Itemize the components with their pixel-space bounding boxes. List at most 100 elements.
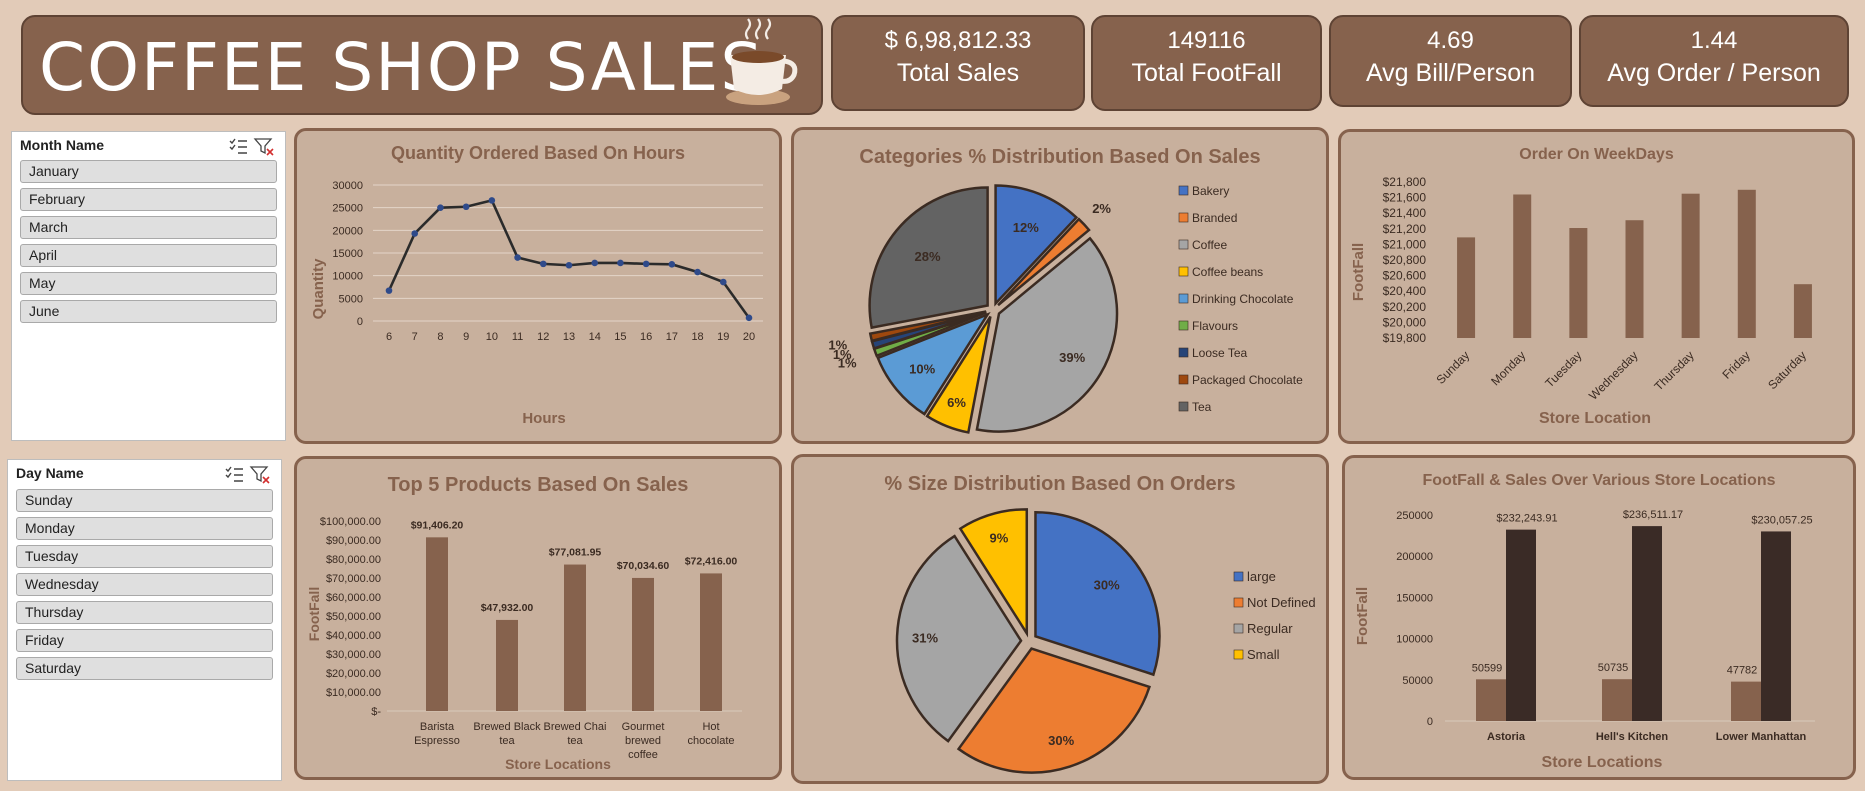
slicer-item-april[interactable]: April	[20, 244, 277, 267]
y-tick-label: 20000	[332, 225, 363, 237]
x-tick-label: Lower Manhattan	[1716, 731, 1807, 743]
bar	[1761, 531, 1791, 721]
slicer-item-friday[interactable]: Friday	[16, 629, 273, 652]
bar-data-label: $77,081.95	[549, 547, 602, 559]
legend-label: large	[1247, 569, 1276, 584]
y-tick-label: $50,000.00	[326, 611, 381, 623]
legend-label: Drinking Chocolate	[1192, 292, 1294, 306]
legend-swatch	[1178, 266, 1189, 277]
legend-swatch	[1233, 649, 1244, 660]
pie-slice	[895, 534, 1023, 743]
kpi-label: Total FootFall	[1131, 59, 1282, 87]
multi-select-icon[interactable]	[225, 466, 243, 482]
slicer-item-march[interactable]: March	[20, 216, 277, 239]
pie-slice	[1034, 511, 1161, 677]
y-tick-label: $80,000.00	[326, 554, 381, 566]
pie-slice	[956, 647, 1151, 774]
kpi-avg-bill: 4.69 Avg Bill/Person	[1329, 15, 1572, 107]
data-point	[591, 259, 599, 267]
slicer-item-january[interactable]: January	[20, 160, 277, 183]
slicer-item-tuesday[interactable]: Tuesday	[16, 545, 273, 568]
y-tick-label: $20,800	[1383, 253, 1427, 267]
bar	[1632, 526, 1662, 721]
y-axis-label: FootFall	[1350, 243, 1367, 301]
chart-title: Quantity Ordered Based On Hours	[391, 143, 685, 163]
x-axis-label: Store Locations	[1542, 754, 1663, 771]
clear-filter-icon[interactable]	[253, 138, 274, 156]
slicer-item-thursday[interactable]: Thursday	[16, 601, 273, 624]
x-tick-label: Astoria	[1487, 731, 1526, 743]
x-tick-label: Hot	[702, 721, 719, 733]
y-tick-label: $30,000.00	[326, 649, 381, 661]
slicer-item-february[interactable]: February	[20, 188, 277, 211]
pie-chart-size: % Size Distribution Based On Orders 30% 30…	[884, 473, 1316, 774]
x-tick-label: 7	[412, 331, 418, 343]
y-tick-label: $20,000.00	[326, 668, 381, 680]
bar-data-label: $47,932.00	[481, 602, 534, 614]
pie-slice	[868, 310, 987, 343]
x-tick-label: 18	[691, 331, 703, 343]
legend-swatch	[1233, 623, 1244, 634]
y-tick-label: $20,200	[1383, 300, 1427, 314]
multi-select-icon[interactable]	[229, 138, 247, 154]
pie-data-label: 30%	[1048, 733, 1074, 748]
x-tick-label: Hell's Kitchen	[1596, 731, 1669, 743]
bar-chart-weekday-orders: Order On WeekDays $19,800 $20,000$20,200 $2…	[1350, 146, 1812, 427]
x-tick-label: 17	[666, 331, 678, 343]
slicer-item-saturday[interactable]: Saturday	[16, 657, 273, 680]
legend-swatch	[1178, 212, 1189, 223]
coffee-cup-icon	[726, 18, 798, 105]
legend-swatch	[1178, 239, 1189, 250]
panel-quantity-hours: Quantity Ordered Based On Hours 0 5000 1000…	[294, 128, 782, 444]
slicer-item-wednesday[interactable]: Wednesday	[16, 573, 273, 596]
panel-store-locations: FootFall & Sales Over Various Store Loca…	[1342, 455, 1856, 780]
x-tick-label: Thursday	[1651, 348, 1696, 393]
y-tick-label: 15000	[332, 248, 363, 260]
bar	[1506, 529, 1536, 721]
legend-swatch	[1178, 185, 1189, 196]
slicer-item-sunday[interactable]: Sunday	[16, 489, 273, 512]
bar-data-label: 47782	[1727, 665, 1758, 677]
bar	[700, 573, 722, 711]
slicer-item-monday[interactable]: Monday	[16, 517, 273, 540]
bar-data-label: $91,406.20	[411, 519, 464, 531]
pie-slice	[868, 186, 989, 330]
legend-label: Not Defined	[1247, 595, 1316, 610]
slicer-item-may[interactable]: May	[20, 272, 277, 295]
pie-data-label: 9%	[989, 530, 1008, 545]
bar	[1602, 679, 1632, 721]
x-tick-label: 16	[640, 331, 652, 343]
data-point	[668, 261, 676, 268]
legend-swatch	[1178, 374, 1189, 385]
bar	[1569, 228, 1588, 338]
x-tick-label: coffee	[628, 749, 658, 761]
x-axis-label: Store Locations	[505, 756, 611, 772]
kpi-total-footfall: 149116 Total FootFall	[1091, 15, 1322, 111]
pie-slice	[958, 508, 1029, 638]
slicer-title: Day Name	[16, 465, 84, 481]
y-tick-label: $20,400	[1383, 284, 1427, 298]
y-tick-label: $40,000.00	[326, 630, 381, 642]
legend-label: Loose Tea	[1192, 346, 1247, 360]
x-tick-label: Brewed Chai	[544, 721, 607, 733]
x-tick-label: brewed	[625, 735, 661, 747]
x-tick-label: tea	[567, 735, 583, 747]
line-chart-quantity-hours: Quantity Ordered Based On Hours 0 5000 1000…	[310, 143, 763, 427]
panel-size-pie: % Size Distribution Based On Orders 30% 30…	[791, 454, 1329, 784]
x-tick-label: Monday	[1488, 348, 1528, 388]
clear-filter-icon[interactable]	[249, 466, 270, 484]
y-tick-label: 100000	[1396, 634, 1433, 646]
pie-data-label: 12%	[1013, 220, 1039, 235]
bar	[1476, 679, 1506, 721]
x-tick-label: Barista	[420, 721, 455, 733]
pie-data-label: 1%	[833, 347, 852, 362]
y-tick-label: $10,000.00	[326, 687, 381, 699]
pie-data-label: 10%	[909, 362, 935, 377]
x-tick-label: 20	[743, 331, 755, 343]
y-axis-label: Quantity	[310, 258, 327, 319]
bar-chart-store-locations: FootFall & Sales Over Various Store Loca…	[1354, 472, 1815, 771]
y-tick-label: $100,000.00	[320, 516, 381, 528]
slicer-item-june[interactable]: June	[20, 300, 277, 323]
legend-swatch	[1178, 347, 1189, 358]
y-tick-label: 5000	[339, 293, 363, 305]
